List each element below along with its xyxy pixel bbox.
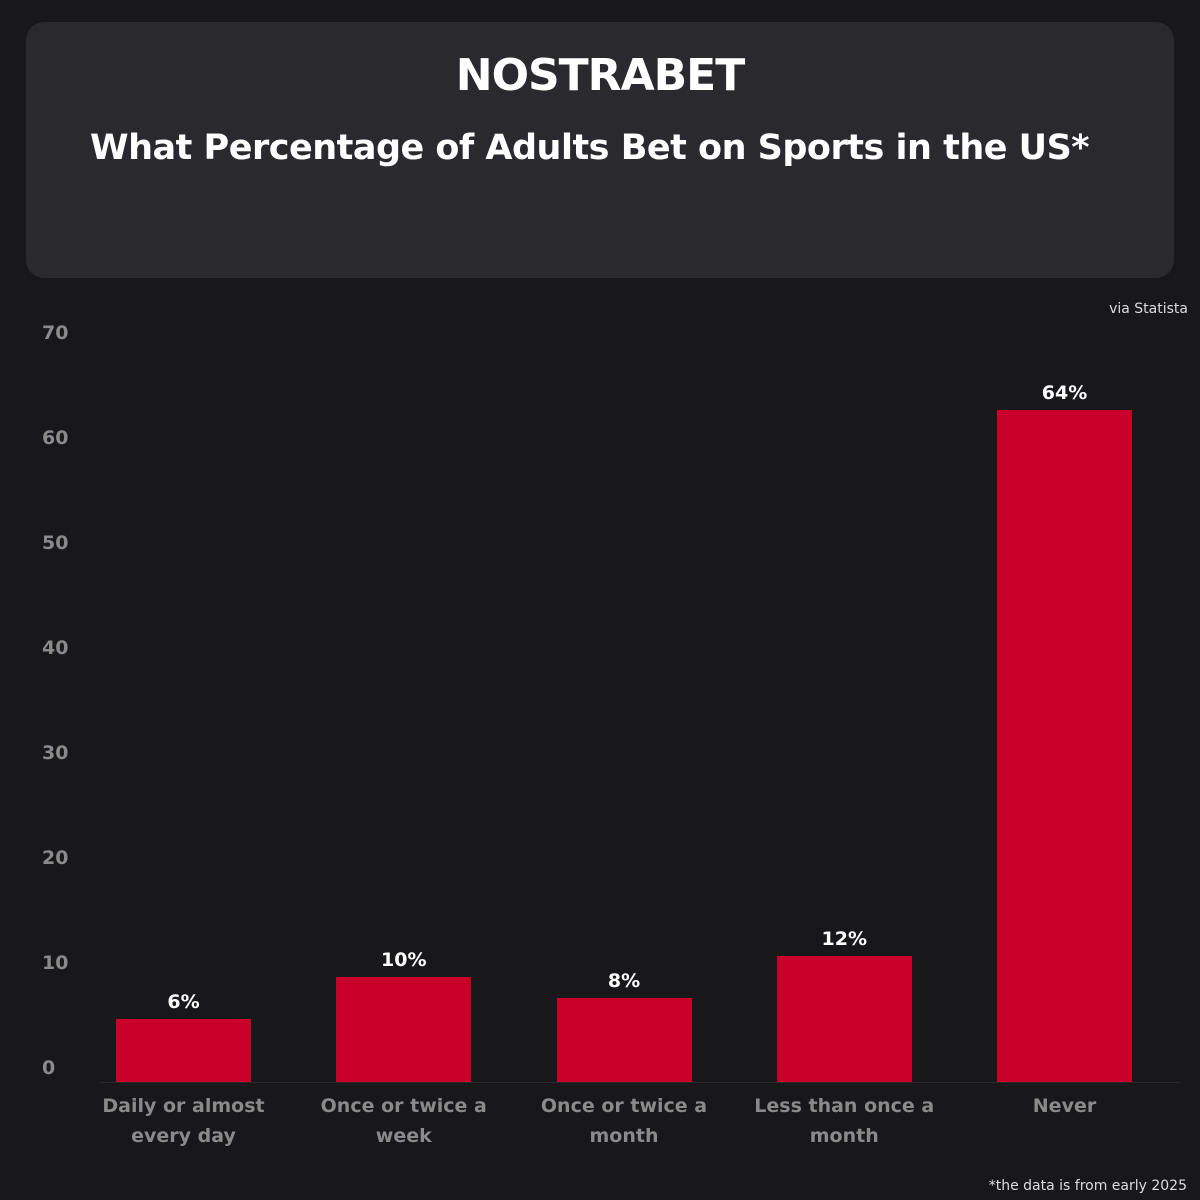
- x-axis-line: [100, 1082, 1180, 1083]
- data-label: 8%: [607, 970, 641, 992]
- chart-title: What Percentage of Adults Bet on Sports …: [90, 128, 1090, 168]
- y-tick-label: 20: [42, 847, 69, 869]
- bar: [776, 956, 912, 1082]
- bar: [997, 410, 1132, 1082]
- x-category-label: Never: [1032, 1095, 1097, 1117]
- header-panel: [26, 22, 1174, 278]
- x-category-label: Once or twice a month: [540, 1095, 708, 1147]
- data-label: 12%: [821, 928, 867, 950]
- bar: [116, 1019, 251, 1082]
- y-tick-label: 10: [42, 952, 69, 974]
- y-tick-label: 40: [42, 637, 69, 659]
- nostrabet-logo: NOSTRABET: [455, 50, 745, 101]
- y-tick-label: 0: [42, 1057, 56, 1079]
- bar: [556, 998, 692, 1082]
- x-category-label: Daily or almost every day: [102, 1095, 265, 1147]
- bar: [336, 977, 472, 1082]
- data-label: 10%: [381, 949, 427, 971]
- data-label: 64%: [1041, 382, 1088, 404]
- footnote: *the data is from early 2025: [988, 1178, 1187, 1194]
- x-category-label: Less than once a month: [754, 1095, 935, 1147]
- y-tick-label: 30: [42, 742, 69, 764]
- x-category-label: Once or twice a week: [320, 1095, 487, 1147]
- y-tick-label: 50: [42, 532, 69, 554]
- source-note: via Statista: [1109, 301, 1188, 317]
- y-tick-label: 60: [42, 427, 69, 449]
- y-tick-label: 70: [42, 322, 69, 344]
- data-label: 6%: [167, 991, 200, 1013]
